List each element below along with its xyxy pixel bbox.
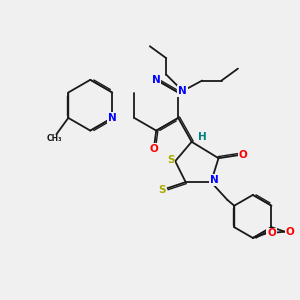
Text: N: N xyxy=(178,86,187,96)
Text: CH₃: CH₃ xyxy=(47,134,63,143)
Text: N: N xyxy=(108,113,117,123)
Text: N: N xyxy=(210,175,219,185)
Text: O: O xyxy=(286,227,295,237)
Text: O: O xyxy=(239,150,248,160)
Text: O: O xyxy=(267,229,276,238)
Text: S: S xyxy=(167,155,175,165)
Text: H: H xyxy=(198,132,206,142)
Text: N: N xyxy=(152,75,161,85)
Text: S: S xyxy=(158,184,166,195)
Text: O: O xyxy=(149,143,158,154)
